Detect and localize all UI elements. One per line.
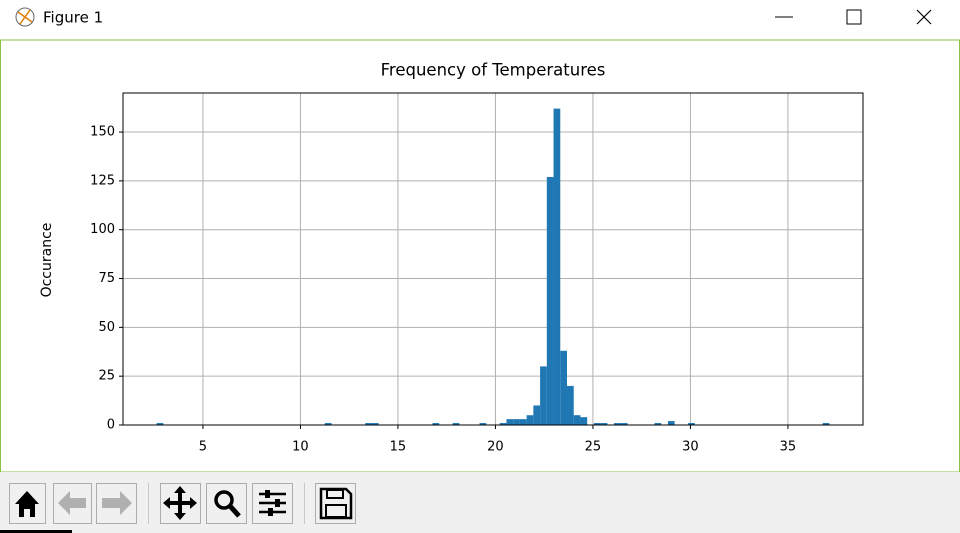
- y-tick-label: 0: [107, 418, 115, 433]
- x-tick-label: 5: [199, 440, 207, 455]
- home-button[interactable]: [9, 483, 46, 524]
- x-tick-label: 15: [390, 440, 407, 455]
- bar: [667, 421, 675, 425]
- bar: [560, 350, 567, 425]
- bar: [452, 423, 460, 425]
- y-tick-label: 75: [98, 271, 115, 286]
- maximize-button[interactable]: [846, 9, 862, 25]
- configure-button[interactable]: [252, 483, 293, 524]
- bar: [506, 419, 514, 425]
- bar: [593, 423, 601, 425]
- bar: [533, 405, 541, 425]
- x-tick-label: 20: [487, 440, 504, 455]
- y-tick-label: 25: [98, 369, 115, 384]
- bar: [614, 423, 621, 425]
- bar: [499, 423, 507, 425]
- bar: [654, 423, 662, 425]
- y-axis-label: Occurance: [39, 223, 55, 298]
- toolbar: [0, 472, 960, 533]
- x-tick-label: 10: [292, 440, 309, 455]
- window-title: Figure 1: [43, 9, 103, 27]
- bar: [371, 423, 379, 425]
- y-tick-label: 150: [90, 125, 115, 140]
- x-tick-label: 25: [585, 440, 602, 455]
- bar: [526, 415, 534, 425]
- pan-button[interactable]: [160, 483, 201, 524]
- bar: [479, 423, 487, 425]
- bar: [365, 423, 372, 425]
- forward-button[interactable]: [96, 483, 137, 524]
- bar: [580, 417, 588, 425]
- y-tick-label: 100: [90, 222, 115, 237]
- zoom-button[interactable]: [206, 483, 247, 524]
- bar: [822, 423, 830, 425]
- x-tick-label: 30: [682, 440, 699, 455]
- bar: [519, 419, 527, 425]
- x-tick-label: 35: [780, 440, 797, 455]
- bar: [324, 423, 332, 425]
- bar: [432, 423, 440, 425]
- bar: [620, 423, 628, 425]
- y-tick-label: 125: [90, 173, 115, 188]
- plot: 5 10 15 20 25 30 35 0 25 50 75 100 125 150: [90, 92, 864, 455]
- app-icon: [15, 7, 35, 27]
- close-button[interactable]: [916, 9, 932, 25]
- chart-title: Frequency of Temperatures: [381, 61, 606, 80]
- toolbar-bg: [0, 472, 960, 533]
- bar: [546, 176, 554, 425]
- bar: [573, 415, 581, 425]
- toolbar-edge: [0, 530, 72, 533]
- bar: [156, 423, 164, 425]
- y-tick-label: 50: [98, 320, 115, 335]
- save-button[interactable]: [315, 483, 356, 524]
- bar: [553, 108, 561, 425]
- bar: [540, 366, 547, 425]
- back-button[interactable]: [53, 483, 92, 524]
- bar: [567, 385, 574, 425]
- bar: [688, 423, 695, 425]
- bar: [600, 423, 608, 425]
- axes-frame: [122, 92, 864, 426]
- bar: [513, 419, 520, 425]
